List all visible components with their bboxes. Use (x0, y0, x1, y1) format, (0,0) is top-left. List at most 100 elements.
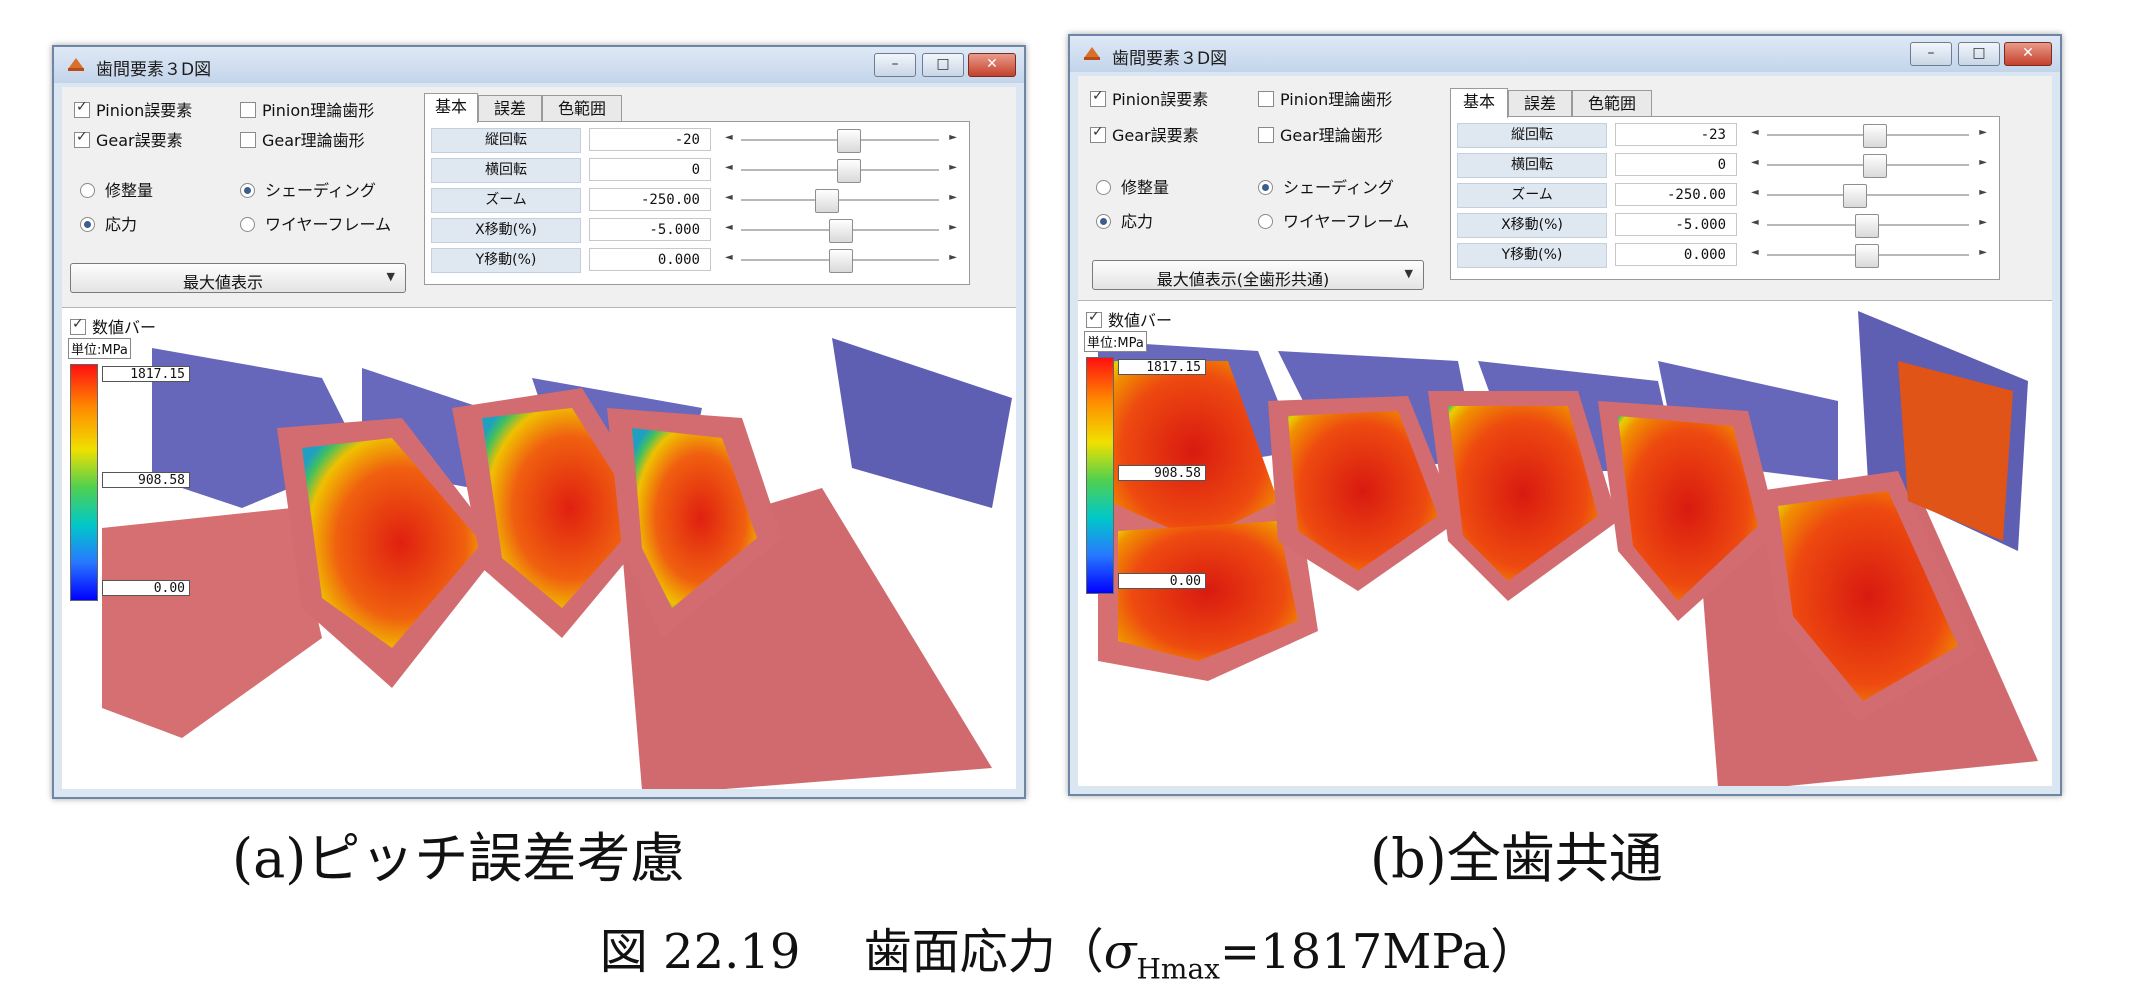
slider-left-arrow-icon[interactable]: ◄ (1751, 247, 1759, 258)
value-field[interactable]: -250.00 (589, 188, 711, 211)
radio-dot[interactable] (240, 217, 255, 232)
slider-right-arrow-icon[interactable]: ► (949, 192, 957, 203)
gear-stress-render[interactable] (1078, 301, 2052, 786)
tab-error[interactable]: 誤差 (478, 95, 542, 122)
slider-right-arrow-icon[interactable]: ► (1979, 127, 1987, 138)
radio-stress[interactable]: 応力 (80, 211, 137, 235)
slider-thumb[interactable] (837, 129, 861, 153)
slider-right-arrow-icon[interactable]: ► (949, 222, 957, 233)
slider-thumb[interactable] (1863, 154, 1887, 178)
stress-contour (1898, 361, 2013, 541)
radio-shading[interactable]: シェーディング (1258, 174, 1394, 198)
checkbox-gear-elements[interactable]: Gear誤要素 (74, 127, 183, 151)
slider-thumb[interactable] (1843, 184, 1867, 208)
3d-viewport[interactable]: 数値バー 単位:MPa 1817.15 908.58 0.00 (1078, 300, 2052, 786)
minimize-button[interactable]: – (874, 53, 916, 77)
slider-thumb[interactable] (1855, 244, 1879, 268)
checkbox-box[interactable] (1258, 91, 1274, 107)
display-mode-select[interactable]: 最大値表示(全歯形共通) ▼ (1092, 260, 1424, 290)
checkbox-gear-theory[interactable]: Gear理論歯形 (1258, 122, 1383, 146)
slider-thumb[interactable] (1863, 124, 1887, 148)
slider-left-arrow-icon[interactable]: ◄ (725, 222, 733, 233)
checkbox-box[interactable] (240, 102, 256, 118)
app-icon (68, 58, 84, 71)
slider-right-arrow-icon[interactable]: ► (949, 252, 957, 263)
tab-error[interactable]: 誤差 (1508, 90, 1572, 117)
value-bar-checkbox[interactable]: 数値バー (1086, 307, 1172, 331)
slider-left-arrow-icon[interactable]: ◄ (1751, 187, 1759, 198)
radio-wireframe[interactable]: ワイヤーフレーム (240, 211, 391, 235)
slider-left-arrow-icon[interactable]: ◄ (725, 132, 733, 143)
radio-modification[interactable]: 修整量 (1096, 174, 1169, 198)
slider-thumb[interactable] (815, 189, 839, 213)
slider-thumb[interactable] (837, 159, 861, 183)
checkbox-pinion-elements[interactable]: Pinion誤要素 (74, 97, 192, 121)
value-field[interactable]: -250.00 (1615, 183, 1737, 206)
tab-color-range[interactable]: 色範囲 (542, 95, 622, 122)
title-bar[interactable]: 歯間要素３D図 – □ ✕ (54, 47, 1024, 83)
slider-left-arrow-icon[interactable]: ◄ (725, 252, 733, 263)
maximize-button[interactable]: □ (922, 53, 964, 77)
checkbox-box[interactable] (1090, 124, 1106, 143)
display-mode-select[interactable]: 最大値表示 ▼ (70, 263, 406, 293)
radio-dot[interactable] (240, 183, 255, 198)
slider-right-arrow-icon[interactable]: ► (1979, 157, 1987, 168)
slider-right-arrow-icon[interactable]: ► (1979, 187, 1987, 198)
radio-dot[interactable] (80, 217, 95, 232)
radio-dot[interactable] (1096, 180, 1111, 195)
slider-left-arrow-icon[interactable]: ◄ (725, 192, 733, 203)
tab-color-range[interactable]: 色範囲 (1572, 90, 1652, 117)
radio-modification[interactable]: 修整量 (80, 177, 153, 201)
radio-dot[interactable] (80, 183, 95, 198)
checkbox-pinion-theory[interactable]: Pinion理論歯形 (240, 97, 374, 121)
tab-basic[interactable]: 基本 (1450, 88, 1508, 118)
maximize-button[interactable]: □ (1958, 42, 2000, 66)
checkbox-gear-theory[interactable]: Gear理論歯形 (240, 127, 365, 151)
slider-thumb[interactable] (829, 249, 853, 273)
3d-viewport[interactable]: 数値バー 単位:MPa 1817.15 908.58 0.00 (62, 307, 1016, 789)
slider-track[interactable] (741, 199, 939, 201)
value-field[interactable]: 0.000 (1615, 243, 1737, 266)
value-field[interactable]: 0.000 (589, 248, 711, 271)
slider-right-arrow-icon[interactable]: ► (1979, 217, 1987, 228)
checkbox-pinion-elements[interactable]: Pinion誤要素 (1090, 86, 1208, 110)
radio-shading[interactable]: シェーディング (240, 177, 376, 201)
radio-dot[interactable] (1258, 180, 1273, 195)
minimize-button[interactable]: – (1910, 42, 1952, 66)
close-button[interactable]: ✕ (2004, 42, 2052, 66)
slider-left-arrow-icon[interactable]: ◄ (1751, 217, 1759, 228)
slider-track[interactable] (1767, 194, 1969, 196)
radio-dot[interactable] (1096, 214, 1111, 229)
radio-dot[interactable] (1258, 214, 1273, 229)
slider-right-arrow-icon[interactable]: ► (949, 162, 957, 173)
checkbox-pinion-theory[interactable]: Pinion理論歯形 (1258, 86, 1392, 110)
checkbox-box[interactable] (1086, 309, 1102, 328)
checkbox-box[interactable] (240, 132, 256, 148)
radio-wireframe[interactable]: ワイヤーフレーム (1258, 208, 1409, 232)
value-bar-checkbox[interactable]: 数値バー (70, 314, 156, 338)
value-field[interactable]: -23 (1615, 123, 1737, 146)
slider-left-arrow-icon[interactable]: ◄ (725, 162, 733, 173)
title-bar[interactable]: 歯間要素３D図 – □ ✕ (1070, 36, 2060, 72)
radio-stress[interactable]: 応力 (1096, 208, 1153, 232)
checkbox-gear-elements[interactable]: Gear誤要素 (1090, 122, 1199, 146)
value-field[interactable]: -5.000 (1615, 213, 1737, 236)
close-button[interactable]: ✕ (968, 53, 1016, 77)
tab-basic[interactable]: 基本 (424, 93, 478, 123)
slider-right-arrow-icon[interactable]: ► (1979, 247, 1987, 258)
value-field[interactable]: -5.000 (589, 218, 711, 241)
slider-thumb[interactable] (1855, 214, 1879, 238)
slider-thumb[interactable] (829, 219, 853, 243)
checkbox-box[interactable] (70, 316, 86, 335)
checkbox-box[interactable] (74, 99, 90, 118)
value-field[interactable]: -20 (589, 128, 711, 151)
slider-left-arrow-icon[interactable]: ◄ (1751, 127, 1759, 138)
checkbox-box[interactable] (1090, 88, 1106, 107)
slider-right-arrow-icon[interactable]: ► (949, 132, 957, 143)
checkbox-box[interactable] (1258, 127, 1274, 143)
value-field[interactable]: 0 (589, 158, 711, 181)
gear-stress-render[interactable] (62, 308, 1016, 789)
slider-left-arrow-icon[interactable]: ◄ (1751, 157, 1759, 168)
checkbox-box[interactable] (74, 129, 90, 148)
value-field[interactable]: 0 (1615, 153, 1737, 176)
